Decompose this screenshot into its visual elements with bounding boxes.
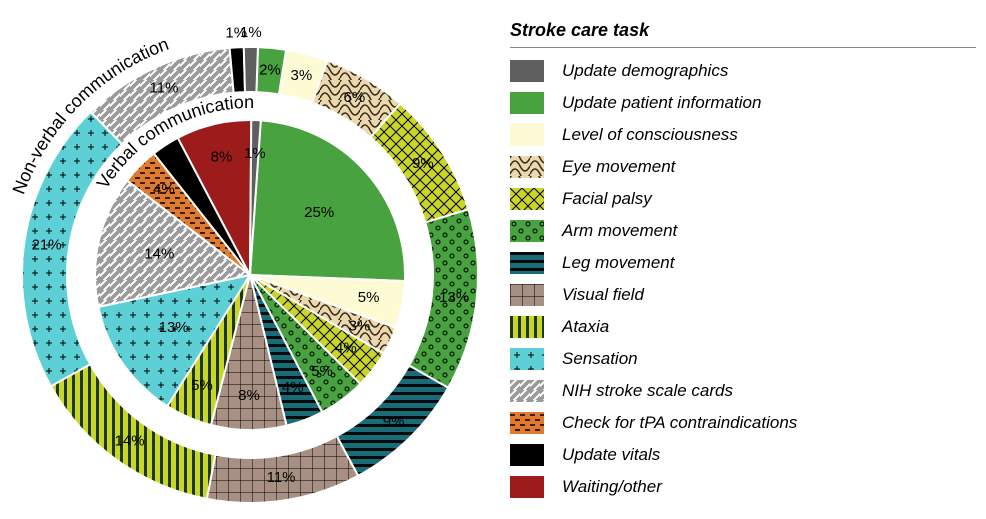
slice-label: 2% (259, 61, 281, 78)
slice-label: 5% (191, 377, 213, 394)
legend-label: Eye movement (562, 157, 675, 177)
slice-label: 13% (439, 289, 469, 306)
legend-item: Waiting/other (510, 476, 976, 498)
legend-item: NIH stroke scale cards (510, 380, 976, 402)
slice-label: 5% (311, 363, 333, 380)
legend-swatch (510, 412, 544, 434)
slice-label: 4% (335, 340, 357, 357)
slice-label: 9% (383, 413, 405, 430)
slice-label: 14% (144, 245, 174, 262)
legend-label: Arm movement (562, 221, 677, 241)
slice-label: 21% (32, 237, 62, 254)
legend-item: Ataxia (510, 316, 976, 338)
slice-label: 5% (358, 289, 380, 306)
legend-label: Update vitals (562, 445, 660, 465)
legend-swatch (510, 348, 544, 370)
legend-label: Leg movement (562, 253, 674, 273)
legend-label: Sensation (562, 349, 638, 369)
pie-slice (244, 47, 258, 92)
slice-label: 4% (153, 181, 175, 198)
legend-item: Sensation (510, 348, 976, 370)
slice-label: 11% (150, 79, 179, 96)
legend-label: Facial palsy (562, 189, 652, 209)
slice-label: 13% (159, 319, 189, 336)
legend-label: Update demographics (562, 61, 728, 81)
legend-label: Waiting/other (562, 477, 662, 497)
legend-item: Update demographics (510, 60, 976, 82)
legend-label: Level of consciousness (562, 125, 738, 145)
slice-label: 11% (267, 469, 296, 486)
legend-item: Visual field (510, 284, 976, 306)
slice-label: 8% (238, 387, 260, 404)
legend-swatch (510, 476, 544, 498)
legend-item: Level of consciousness (510, 124, 976, 146)
slice-label: 1% (244, 145, 266, 162)
legend-item: Facial palsy (510, 188, 976, 210)
slice-label: 14% (115, 433, 145, 450)
legend-item: Update vitals (510, 444, 976, 466)
legend-item: Eye movement (510, 156, 976, 178)
legend-swatch (510, 220, 544, 242)
legend-swatch (510, 252, 544, 274)
slice-label: 3% (349, 317, 371, 334)
legend-item: Update patient information (510, 92, 976, 114)
slice-label: 1% (240, 24, 262, 41)
slice-label: 3% (291, 67, 313, 84)
legend-swatch (510, 92, 544, 114)
legend-label: Visual field (562, 285, 644, 305)
legend-swatch (510, 60, 544, 82)
donut-chart: 2%3%6%9%13%9%11%14%21%11%25%5%3%4%5%4%8%… (0, 0, 500, 519)
legend-item: Arm movement (510, 220, 976, 242)
legend-label: NIH stroke scale cards (562, 381, 733, 401)
legend-swatch (510, 124, 544, 146)
legend-label: Update patient information (562, 93, 761, 113)
legend-title: Stroke care task (510, 20, 976, 48)
legend-swatch (510, 444, 544, 466)
legend-swatch (510, 156, 544, 178)
slice-label: 8% (211, 148, 233, 165)
legend-label: Ataxia (562, 317, 609, 337)
legend-area: Stroke care task Update demographicsUpda… (500, 0, 986, 519)
legend-item: Check for tPA contraindications (510, 412, 976, 434)
slice-label: 4% (282, 379, 304, 396)
legend-swatch (510, 284, 544, 306)
slice-label: 25% (304, 204, 334, 221)
chart-area: 2%3%6%9%13%9%11%14%21%11%25%5%3%4%5%4%8%… (0, 0, 500, 519)
slice-label: 9% (412, 155, 434, 172)
legend-list: Update demographics Update patient inform… (510, 60, 976, 498)
slice-label: 3% (173, 165, 195, 182)
slice-label: 6% (344, 89, 366, 106)
legend-label: Check for tPA contraindications (562, 413, 797, 433)
legend-item: Leg movement (510, 252, 976, 274)
legend-swatch (510, 188, 544, 210)
figure-container: 2%3%6%9%13%9%11%14%21%11%25%5%3%4%5%4%8%… (0, 0, 986, 519)
legend-swatch (510, 380, 544, 402)
legend-swatch (510, 316, 544, 338)
